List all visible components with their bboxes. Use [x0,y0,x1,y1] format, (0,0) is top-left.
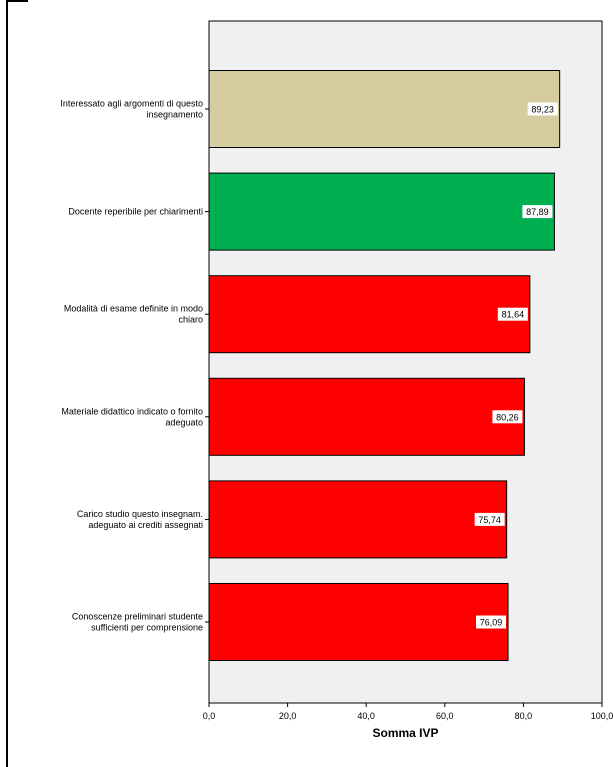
bar [208,583,509,661]
category-label: Docente reperibile per chiarimenti [68,207,203,217]
value-label: 89,23 [531,105,554,115]
bar [208,480,508,559]
x-tick-label: 80,0 [515,711,533,721]
value-label-box [527,102,558,116]
category-label: Modalità di esame definite in modo chiaro [64,304,203,325]
value-label: 81,64 [502,310,525,320]
x-tick-label: 0,0 [203,711,216,721]
bars-layer: 89,23 87,89 81,64 80,26 75,74 76,09 [208,70,561,661]
value-label: 76,09 [480,618,503,628]
frame-top-border [6,0,28,2]
bar [208,172,555,251]
bar [208,377,525,456]
category-label: Conoscenze preliminari studente sufficien… [72,612,203,633]
value-label-box [492,410,523,424]
category-label: Interessato agli argomenti di questo inse… [60,99,203,120]
frame-left-border [6,0,8,767]
x-tick-label: 40,0 [357,711,375,721]
x-axis-title: Somma IVP [372,726,438,740]
category-labels: Interessato agli argomenti di questo inse… [60,99,209,633]
value-label: 80,26 [496,412,519,422]
category-label: Materiale didattico indicato o fornito ad… [61,406,203,427]
category-label: Carico studio questo insegnam. adeguato a… [77,509,203,530]
value-label-box [474,512,505,526]
value-label-box [522,205,553,219]
x-tick-label: 20,0 [279,711,297,721]
x-axis-ticks: 0,0 20,0 40,0 60,0 80,0 100,0 [203,703,613,721]
x-tick-label: 60,0 [436,711,454,721]
value-label-box [497,307,528,321]
value-label-box [476,615,507,629]
bar [208,70,561,148]
bar [208,275,531,354]
value-label: 87,89 [526,207,549,217]
value-label: 75,74 [478,515,501,525]
x-tick-label: 100,0 [591,711,613,721]
